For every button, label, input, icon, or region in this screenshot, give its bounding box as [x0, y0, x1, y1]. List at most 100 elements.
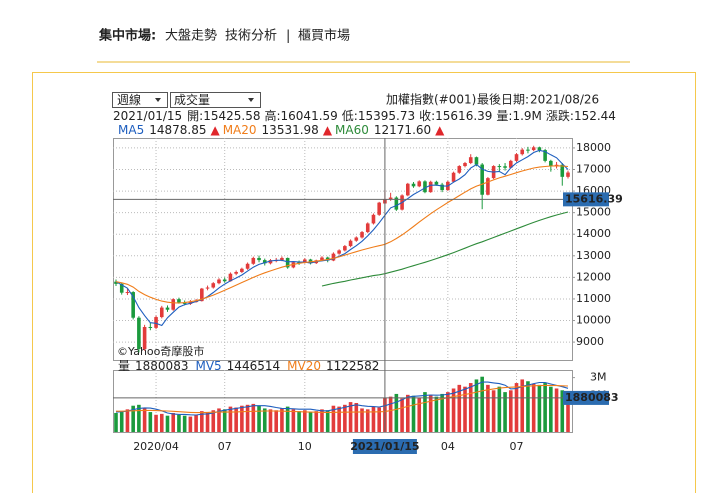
x-tick-label: 10	[298, 440, 312, 453]
readout-part: 高:	[264, 108, 280, 123]
mv-line	[115, 381, 569, 416]
candle-body	[440, 184, 444, 190]
candle-body	[245, 263, 250, 269]
volume-bar	[474, 379, 479, 432]
candle-body	[497, 166, 502, 168]
volume-bar	[337, 406, 341, 432]
candle-body	[343, 246, 347, 251]
volume-bar	[125, 409, 130, 432]
ma-legend-part: MA60	[335, 123, 369, 137]
candle-body	[142, 326, 147, 349]
volume-bar	[137, 404, 141, 432]
volume-tag-text: 1880083	[565, 391, 619, 404]
volume-bar	[503, 392, 507, 432]
candle-body	[154, 317, 158, 328]
candle-body	[451, 172, 456, 182]
volume-legend-part: MV20	[287, 359, 321, 373]
candle-body	[211, 283, 216, 288]
volume-bar	[303, 410, 307, 432]
volume-bar	[291, 409, 296, 432]
nav-link[interactable]: 櫃買市場	[298, 28, 350, 44]
ma-legend-part: ▲	[210, 123, 220, 137]
volume-bar	[234, 407, 238, 432]
candle-body	[474, 157, 479, 165]
price-tag-text: 15616.39	[565, 192, 623, 205]
x-tick-label: 04	[441, 440, 455, 453]
ma-legend: MA20 13531.98 ▲	[223, 123, 333, 137]
ma-legend: MA5 14878.85 ▲	[118, 123, 220, 137]
volume-bar	[119, 412, 124, 432]
candle-body	[240, 268, 244, 272]
candle-body	[234, 271, 238, 274]
candle-body	[549, 160, 553, 167]
volume-bar	[228, 406, 233, 432]
indicator-select[interactable]	[170, 92, 261, 108]
readout-part: 漲跌:	[546, 108, 574, 123]
readout-part: 16041.59	[281, 109, 338, 123]
volume-bar	[222, 409, 227, 432]
volume-bar	[188, 416, 193, 432]
candle-body	[205, 287, 210, 289]
volume-bar	[554, 388, 559, 432]
candle-body	[463, 163, 467, 167]
volume-bar	[394, 393, 399, 432]
candle-body	[159, 307, 164, 318]
ma-line	[115, 149, 569, 327]
volume-bar	[531, 383, 536, 432]
candle-body	[537, 147, 542, 151]
volume-bar	[428, 394, 433, 432]
candle-body	[257, 257, 261, 261]
volume-bar	[194, 414, 198, 432]
readout-part: 15425.58	[203, 109, 260, 123]
candle-body	[148, 326, 153, 328]
volume-bar	[257, 405, 261, 432]
volume-bar	[159, 413, 164, 432]
ma-line	[115, 165, 569, 304]
volume-bar	[560, 390, 565, 432]
readout-part: 開:	[187, 109, 203, 123]
volume-bar	[405, 394, 410, 432]
last-date-label: 最後日期:	[477, 93, 529, 107]
candle-body	[428, 181, 433, 193]
indicator-select-text: 成交量	[174, 92, 210, 107]
volume-bar	[491, 390, 496, 432]
candle-body	[560, 164, 565, 177]
volume-bar	[377, 407, 381, 432]
candle-body	[268, 260, 273, 264]
candle-body	[119, 283, 124, 293]
nav-link[interactable]: 技術分析	[225, 29, 277, 44]
volume-bar	[331, 405, 336, 432]
y-tick-label: 3M	[590, 371, 607, 384]
candle-body	[285, 257, 290, 268]
ma-legend: MA60 12171.60 ▲	[335, 123, 445, 137]
volume-bar	[423, 392, 427, 432]
y-tick-label: 17000	[576, 162, 611, 175]
candle-body	[348, 240, 353, 247]
volume-bar	[200, 411, 204, 432]
x-tick-label: 2020/04	[133, 440, 179, 453]
volume-bar	[148, 412, 153, 432]
volume-bar	[343, 404, 347, 432]
candle-body	[137, 317, 141, 349]
readout-part: 低:	[342, 109, 358, 123]
volume-bar	[240, 405, 244, 432]
volume-bar	[468, 383, 473, 432]
nav-link[interactable]: 大盤走勢	[165, 29, 217, 44]
volume-bar	[440, 393, 444, 432]
select-arrow	[155, 98, 161, 102]
ma-line	[321, 211, 569, 287]
volume-legend-part: 1880083	[135, 359, 188, 373]
x-tick-label: 07	[218, 440, 232, 453]
volume-bar	[320, 409, 324, 432]
ma-legend-part: ▲	[435, 123, 445, 137]
readout-part: 15616.39	[435, 109, 492, 123]
candle-body	[303, 259, 307, 263]
volume-bar	[457, 384, 462, 432]
candle-body	[486, 178, 490, 195]
volume-bar	[245, 404, 250, 432]
period-select[interactable]	[112, 92, 168, 108]
volume-bar	[566, 393, 570, 432]
candle-body	[125, 292, 130, 294]
readout-part: 2021/01/15	[113, 109, 182, 123]
volume-bar	[131, 405, 135, 432]
